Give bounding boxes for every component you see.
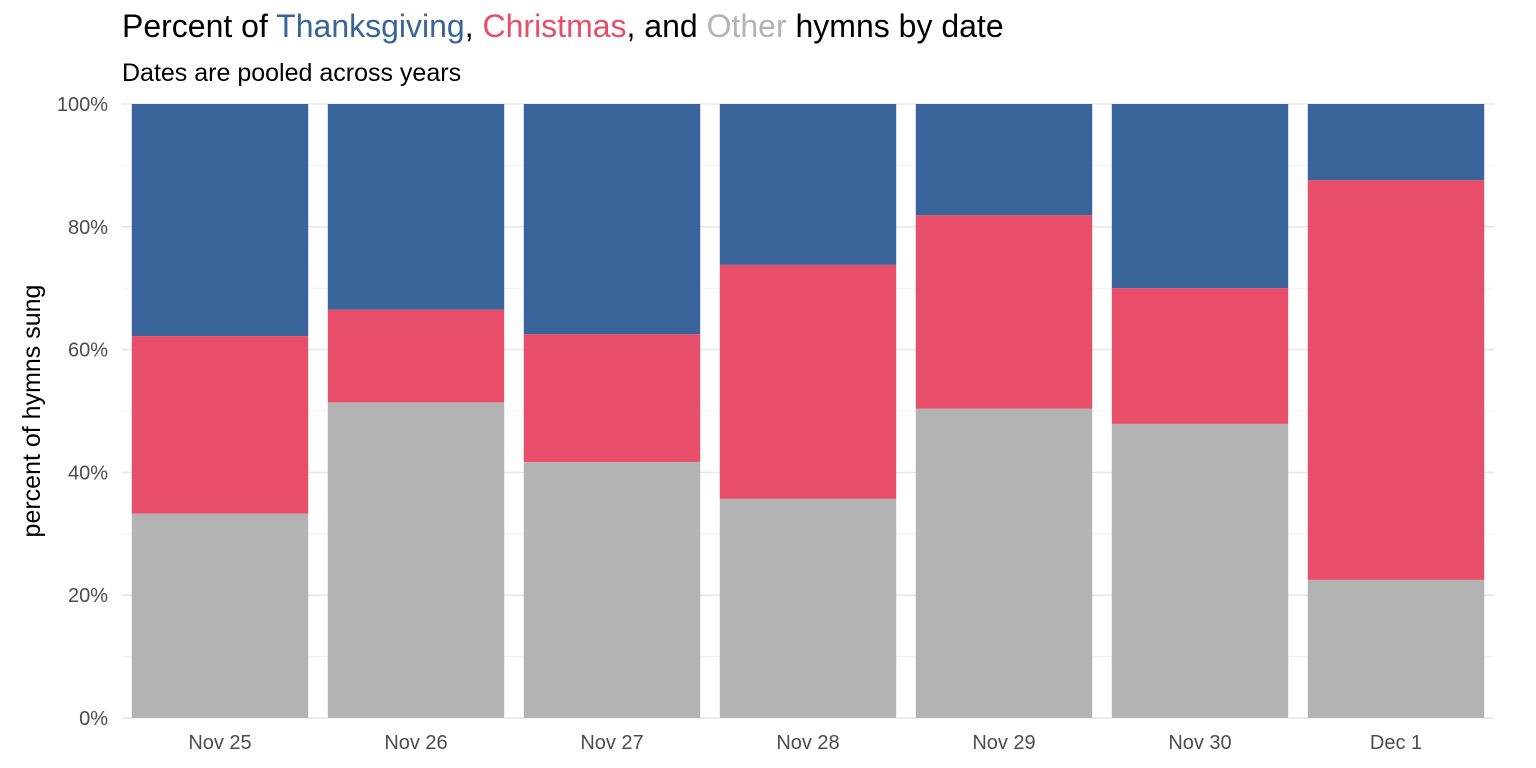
chart-title: Percent of Thanksgiving, Christmas, and …: [122, 8, 1004, 45]
bar-christmas: [1307, 180, 1485, 580]
bar-other: [1111, 423, 1289, 718]
bar-other: [523, 461, 701, 718]
bar-other: [131, 513, 309, 718]
bar-thanksgiving: [719, 104, 897, 265]
bar-thanksgiving: [1307, 104, 1485, 181]
bar-other: [719, 498, 897, 718]
bar-thanksgiving: [523, 104, 701, 335]
x-tick-label: Nov 26: [384, 732, 447, 754]
x-tick-label: Nov 27: [580, 732, 643, 754]
x-tick-label: Nov 29: [972, 732, 1035, 754]
x-axis-ticks: Nov 25 Nov 26 Nov 27 Nov 28 Nov 29 Nov 30 Dec …: [188, 732, 1422, 754]
y-tick-label: 40%: [68, 462, 108, 484]
y-tick-label: 100%: [57, 94, 108, 116]
y-tick-label: 0%: [79, 708, 108, 730]
y-tick-label: 80%: [68, 217, 108, 239]
x-tick-label: Nov 28: [776, 732, 839, 754]
bar-christmas: [719, 264, 897, 499]
bar-other: [915, 408, 1093, 718]
bar-christmas: [327, 309, 505, 403]
x-tick-label: Nov 30: [1168, 732, 1231, 754]
bar-thanksgiving: [915, 104, 1093, 216]
bars: [131, 104, 1485, 718]
bar-christmas: [131, 336, 309, 514]
title-part-0: Percent of: [122, 8, 277, 44]
y-axis-title: percent of hymns sung: [18, 285, 46, 538]
y-axis-ticks: 0% 20% 40% 60% 80% 100%: [57, 94, 108, 730]
bar-thanksgiving: [327, 104, 505, 310]
x-tick-label: Nov 25: [188, 732, 251, 754]
title-part-5: Other: [706, 8, 787, 44]
bar-other: [1307, 579, 1485, 718]
title-part-2: ,: [464, 8, 483, 44]
bar-christmas: [1111, 288, 1289, 424]
bar-christmas: [915, 215, 1093, 409]
y-tick-label: 20%: [68, 585, 108, 607]
x-tick-label: Dec 1: [1370, 732, 1422, 754]
title-part-1: Thanksgiving: [276, 8, 465, 44]
bar-christmas: [523, 334, 701, 462]
bar-other: [327, 402, 505, 718]
title-part-4: , and: [626, 8, 707, 44]
chart-subtitle: Dates are pooled across years: [122, 59, 462, 87]
bar-thanksgiving: [1111, 104, 1289, 289]
y-tick-label: 60%: [68, 340, 108, 362]
title-part-3: Christmas: [482, 8, 627, 44]
title-part-6: hymns by date: [786, 8, 1004, 44]
bar-thanksgiving: [131, 104, 309, 337]
